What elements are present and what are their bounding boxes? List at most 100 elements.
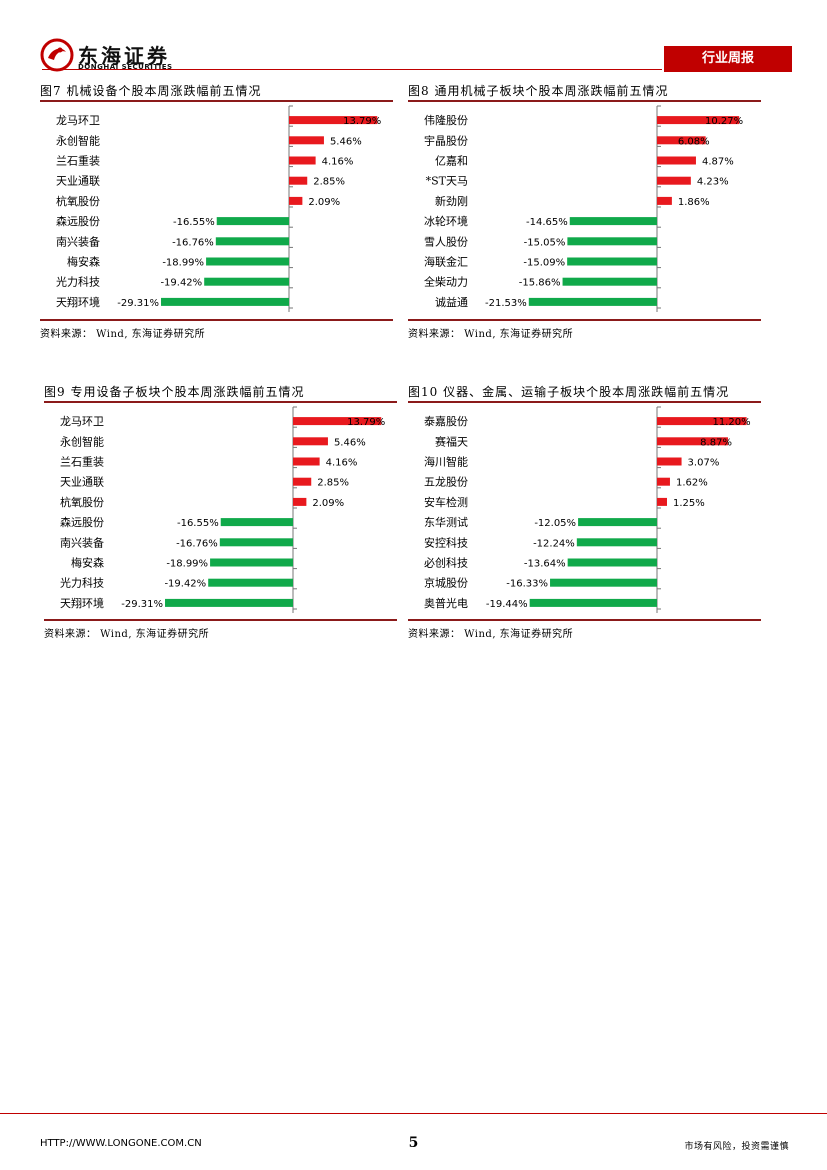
- data-label: 6.08%: [678, 136, 710, 147]
- data-label: -29.31%: [121, 599, 163, 610]
- negative-bar: [204, 277, 289, 286]
- category-label: 海川智能: [424, 455, 468, 469]
- logo-chinese-name: 东海证券: [78, 44, 170, 68]
- positive-bar: [293, 457, 320, 466]
- figure-source: 资料来源： Wind, 东海证券研究所: [44, 629, 210, 640]
- chart-svg: 伟隆股份 10.27% 宇晶股份 6.08% 亿嘉和 4.87% *ST天马 4.23% 新劲刚…: [424, 105, 743, 312]
- data-label: -19.44%: [486, 599, 528, 610]
- category-label: 必创科技: [424, 556, 468, 570]
- negative-bar: [550, 578, 657, 587]
- page-header: 东海证券 DONGHAI SECURITIES 行业周报: [0, 0, 827, 80]
- header-divider: [42, 69, 662, 70]
- negative-bar: [165, 598, 293, 607]
- negative-bar: [578, 518, 657, 527]
- data-label: -19.42%: [160, 278, 202, 289]
- figure-source: 资料来源： Wind, 东海证券研究所: [408, 629, 574, 640]
- data-label: -13.64%: [524, 559, 566, 570]
- data-label: -16.76%: [176, 538, 218, 549]
- category-label: 森远股份: [56, 214, 100, 228]
- positive-bar: [293, 497, 307, 506]
- data-label: 2.09%: [312, 498, 344, 509]
- category-label: 天业通联: [60, 476, 104, 489]
- positive-bar: [289, 176, 308, 185]
- data-label: -15.86%: [519, 278, 561, 289]
- data-label: 1.86%: [678, 197, 710, 208]
- negative-bar: [206, 257, 289, 266]
- category-label: 天翔环境: [60, 596, 104, 610]
- negative-bar: [528, 297, 657, 306]
- data-label: 10.27%: [705, 116, 743, 127]
- data-label: -14.65%: [526, 217, 568, 228]
- figure-8: 图8 通用机械子板块个股本周涨跌幅前五情况 伟隆股份 10.27% 宇晶股份 6.08…: [408, 82, 761, 342]
- category-label: 冰轮环境: [424, 214, 468, 228]
- data-label: -12.24%: [533, 538, 575, 549]
- negative-bar: [567, 257, 657, 266]
- company-logo: 东海证券 DONGHAI SECURITIES: [40, 38, 190, 78]
- negative-bar: [216, 217, 289, 226]
- category-label: 全柴动力: [424, 275, 468, 289]
- category-label: 新劲刚: [435, 194, 468, 208]
- category-label: 光力科技: [60, 576, 104, 590]
- negative-bar: [208, 578, 293, 587]
- data-label: 5.46%: [334, 437, 366, 448]
- data-label: -21.53%: [485, 298, 527, 309]
- negative-bar: [569, 217, 657, 226]
- data-label: 2.85%: [317, 478, 349, 489]
- report-type-badge: 行业周报: [664, 46, 792, 72]
- positive-bar: [293, 437, 328, 446]
- category-label: 诚益通: [435, 295, 468, 309]
- category-label: 宇晶股份: [424, 134, 468, 147]
- positive-bar: [657, 477, 670, 486]
- bar-chart: 伟隆股份 10.27% 宇晶股份 6.08% 亿嘉和 4.87% *ST天马 4.23% 新劲刚…: [408, 104, 761, 314]
- data-label: 4.16%: [322, 157, 354, 168]
- positive-bar: [289, 196, 303, 205]
- data-label: 5.46%: [330, 136, 362, 147]
- figure-source: 资料来源： Wind, 东海证券研究所: [40, 329, 206, 340]
- data-label: 3.07%: [688, 458, 720, 469]
- category-label: 伟隆股份: [424, 113, 468, 127]
- category-label: 安控科技: [424, 535, 468, 549]
- category-label: 兰石重装: [56, 154, 100, 168]
- negative-bar: [210, 558, 293, 567]
- data-label: 2.85%: [313, 177, 345, 188]
- bar-chart: 泰嘉股份 11.20% 赛福天 8.87% 海川智能 3.07% 五龙股份 1.62% 安车检测…: [408, 405, 761, 615]
- negative-bar: [576, 538, 657, 547]
- category-label: 奥普光电: [424, 596, 468, 610]
- figure-title: 图7 机械设备个股本周涨跌幅前五情况: [40, 84, 262, 98]
- data-label: 4.87%: [702, 157, 734, 168]
- footer-divider: [0, 1113, 827, 1114]
- data-label: -18.99%: [162, 258, 204, 269]
- category-label: 五龙股份: [424, 476, 468, 489]
- data-label: -29.31%: [117, 298, 159, 309]
- category-label: 光力科技: [56, 275, 100, 289]
- positive-bar: [657, 156, 696, 165]
- figure-bottom-rule: [408, 319, 761, 321]
- data-label: 4.16%: [326, 458, 358, 469]
- figure-bottom-rule: [408, 619, 761, 621]
- category-label: 亿嘉和: [435, 154, 468, 168]
- footer-website-link[interactable]: HTTP://WWW.LONGONE.COM.CN: [40, 1138, 202, 1149]
- positive-bar: [657, 497, 667, 506]
- category-label: 天翔环境: [56, 295, 100, 309]
- figure-title: 图8 通用机械子板块个股本周涨跌幅前五情况: [408, 84, 669, 98]
- negative-bar: [161, 297, 289, 306]
- figure-top-rule: [408, 401, 761, 403]
- figure-source: 资料来源： Wind, 东海证券研究所: [408, 329, 574, 340]
- data-label: -15.05%: [524, 237, 566, 248]
- positive-bar: [289, 136, 324, 145]
- logo-english-name: DONGHAI SECURITIES: [78, 63, 173, 71]
- positive-bar: [657, 196, 672, 205]
- category-label: 海联金汇: [424, 255, 468, 269]
- positive-bar: [657, 437, 728, 446]
- data-label: -18.99%: [166, 559, 208, 570]
- negative-bar: [562, 277, 657, 286]
- category-label: *ST天马: [426, 175, 468, 188]
- category-label: 梅安森: [67, 255, 100, 269]
- figure-10: 图10 仪器、金属、运输子板块个股本周涨跌幅前五情况 泰嘉股份 11.20% 赛福天…: [408, 383, 761, 643]
- category-label: 京城股份: [424, 576, 468, 590]
- figure-title: 图9 专用设备子板块个股本周涨跌幅前五情况: [44, 385, 305, 399]
- figure-top-rule: [408, 100, 761, 102]
- negative-bar: [567, 237, 657, 246]
- data-label: 8.87%: [700, 437, 732, 448]
- chart-svg: 泰嘉股份 11.20% 赛福天 8.87% 海川智能 3.07% 五龙股份 1.62% 安车检测…: [424, 406, 751, 613]
